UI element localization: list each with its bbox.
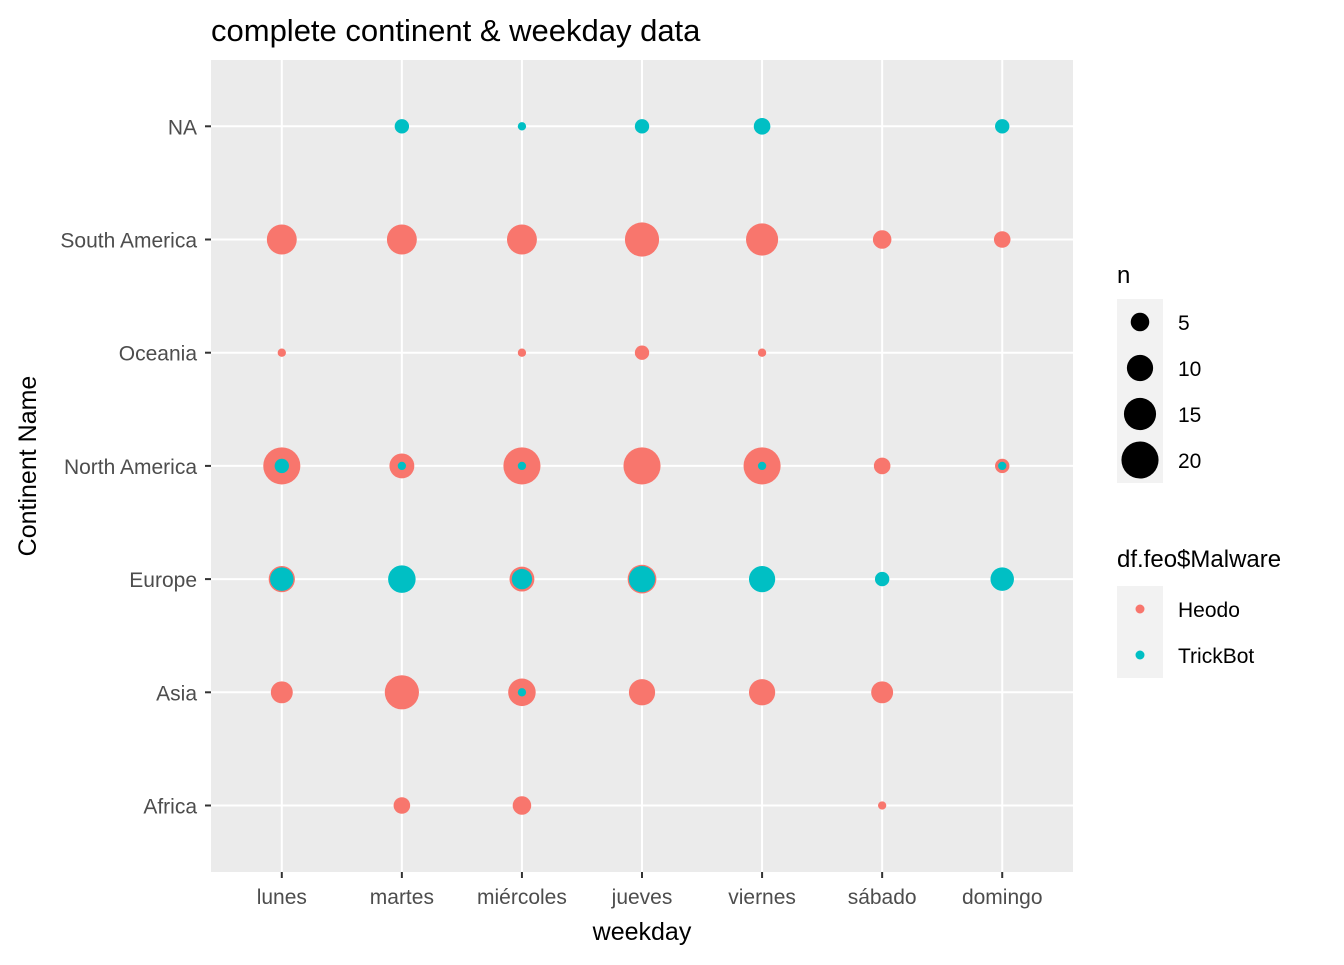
x-tick-label-martes: martes: [370, 886, 434, 909]
point-heodo-jueves-oceania: [634, 345, 650, 360]
color-legend-key-trickbot: [1135, 650, 1145, 660]
point-trickbot-martes-na: [394, 119, 410, 134]
color-legend-key-heodo: [1135, 604, 1145, 614]
point-heodo-sabado-south-america: [872, 230, 892, 249]
size-legend-key-20: [1121, 441, 1159, 479]
point-trickbot-miercoles-europe: [511, 568, 533, 590]
color-legend-title: df.feo$Malware: [1117, 546, 1281, 573]
y-tick-label-asia: Asia: [156, 682, 197, 705]
point-heodo-miercoles-oceania: [517, 348, 527, 357]
point-trickbot-viernes-na: [753, 118, 771, 135]
x-tick-label-lunes: lunes: [257, 886, 307, 909]
point-trickbot-martes-north-america: [397, 461, 407, 471]
size-legend-key-5: [1130, 312, 1150, 332]
y-tick-label-europe: Europe: [129, 569, 197, 592]
size-legend-label-15: 15: [1178, 404, 1201, 427]
x-tick-label-jueves: jueves: [611, 886, 673, 909]
color-legend: df.feo$Malware Heodo TrickBot: [1117, 546, 1281, 678]
size-legend-label-10: 10: [1178, 358, 1201, 381]
size-legend: n 5 10 15 20: [1117, 262, 1201, 483]
point-trickbot-domingo-na: [995, 119, 1010, 134]
y-axis-tick-labels: Africa Asia Europe North America Oceania Sout…: [60, 116, 197, 818]
size-legend-label-5: 5: [1178, 312, 1190, 335]
y-tick-label-na: NA: [168, 116, 197, 139]
point-heodo-lunes-south-america: [266, 224, 297, 255]
data-points: [263, 118, 1014, 815]
point-trickbot-miercoles-na: [517, 122, 527, 131]
point-trickbot-miercoles-north-america: [517, 461, 527, 471]
x-tick-label-viernes: viernes: [728, 886, 796, 909]
point-heodo-martes-africa: [393, 797, 411, 814]
size-legend-key-10: [1126, 354, 1154, 382]
point-heodo-lunes-oceania: [277, 348, 286, 357]
point-heodo-domingo-south-america: [993, 231, 1011, 248]
point-heodo-miercoles-south-america: [506, 224, 537, 255]
x-axis-title: weekday: [592, 918, 692, 946]
point-trickbot-viernes-europe: [748, 565, 776, 593]
point-heodo-jueves-north-america: [623, 447, 661, 485]
point-trickbot-martes-europe: [388, 565, 416, 593]
point-heodo-viernes-south-america: [746, 223, 779, 256]
point-heodo-viernes-oceania: [757, 348, 767, 357]
chart-title: complete continent & weekday data: [211, 13, 701, 48]
color-legend-label-heodo: Heodo: [1178, 599, 1240, 622]
size-legend-label-20: 20: [1178, 450, 1201, 473]
point-heodo-sabado-africa: [878, 801, 887, 810]
y-tick-label-oceania: Oceania: [119, 343, 198, 366]
point-trickbot-lunes-europe: [270, 567, 294, 591]
point-heodo-martes-asia: [384, 675, 419, 710]
point-trickbot-sabado-europe: [874, 571, 890, 587]
y-tick-label-north-america: North America: [64, 456, 197, 479]
point-trickbot-viernes-north-america: [757, 461, 767, 471]
point-trickbot-jueves-na: [634, 119, 650, 134]
x-axis-tick-labels: lunes martes miércoles jueves viernes sábado d…: [257, 886, 1043, 909]
point-heodo-martes-south-america: [386, 224, 417, 255]
size-legend-title: n: [1117, 262, 1130, 289]
axis-ticks: [205, 125, 1004, 878]
point-heodo-lunes-asia: [270, 681, 293, 704]
point-trickbot-miercoles-asia: [517, 688, 527, 697]
point-heodo-jueves-south-america: [624, 222, 660, 257]
y-tick-label-south-america: South America: [60, 230, 197, 253]
point-heodo-sabado-asia: [871, 681, 894, 704]
point-trickbot-domingo-europe: [990, 567, 1014, 591]
point-trickbot-jueves-europe: [628, 565, 656, 593]
y-tick-label-africa: Africa: [143, 796, 197, 819]
point-trickbot-lunes-north-america: [274, 458, 289, 474]
color-legend-label-trickbot: TrickBot: [1178, 645, 1254, 668]
point-heodo-miercoles-africa: [512, 796, 532, 815]
point-heodo-viernes-asia: [748, 679, 776, 706]
size-legend-key-15: [1123, 397, 1157, 431]
x-tick-label-miercoles: miércoles: [477, 886, 567, 909]
point-heodo-sabado-north-america: [873, 457, 891, 475]
point-heodo-jueves-asia: [628, 679, 656, 706]
point-trickbot-domingo-north-america: [998, 461, 1007, 471]
x-tick-label-sabado: sábado: [848, 886, 917, 909]
y-axis-title: Continent Name: [14, 376, 42, 557]
x-tick-label-domingo: domingo: [962, 886, 1043, 909]
